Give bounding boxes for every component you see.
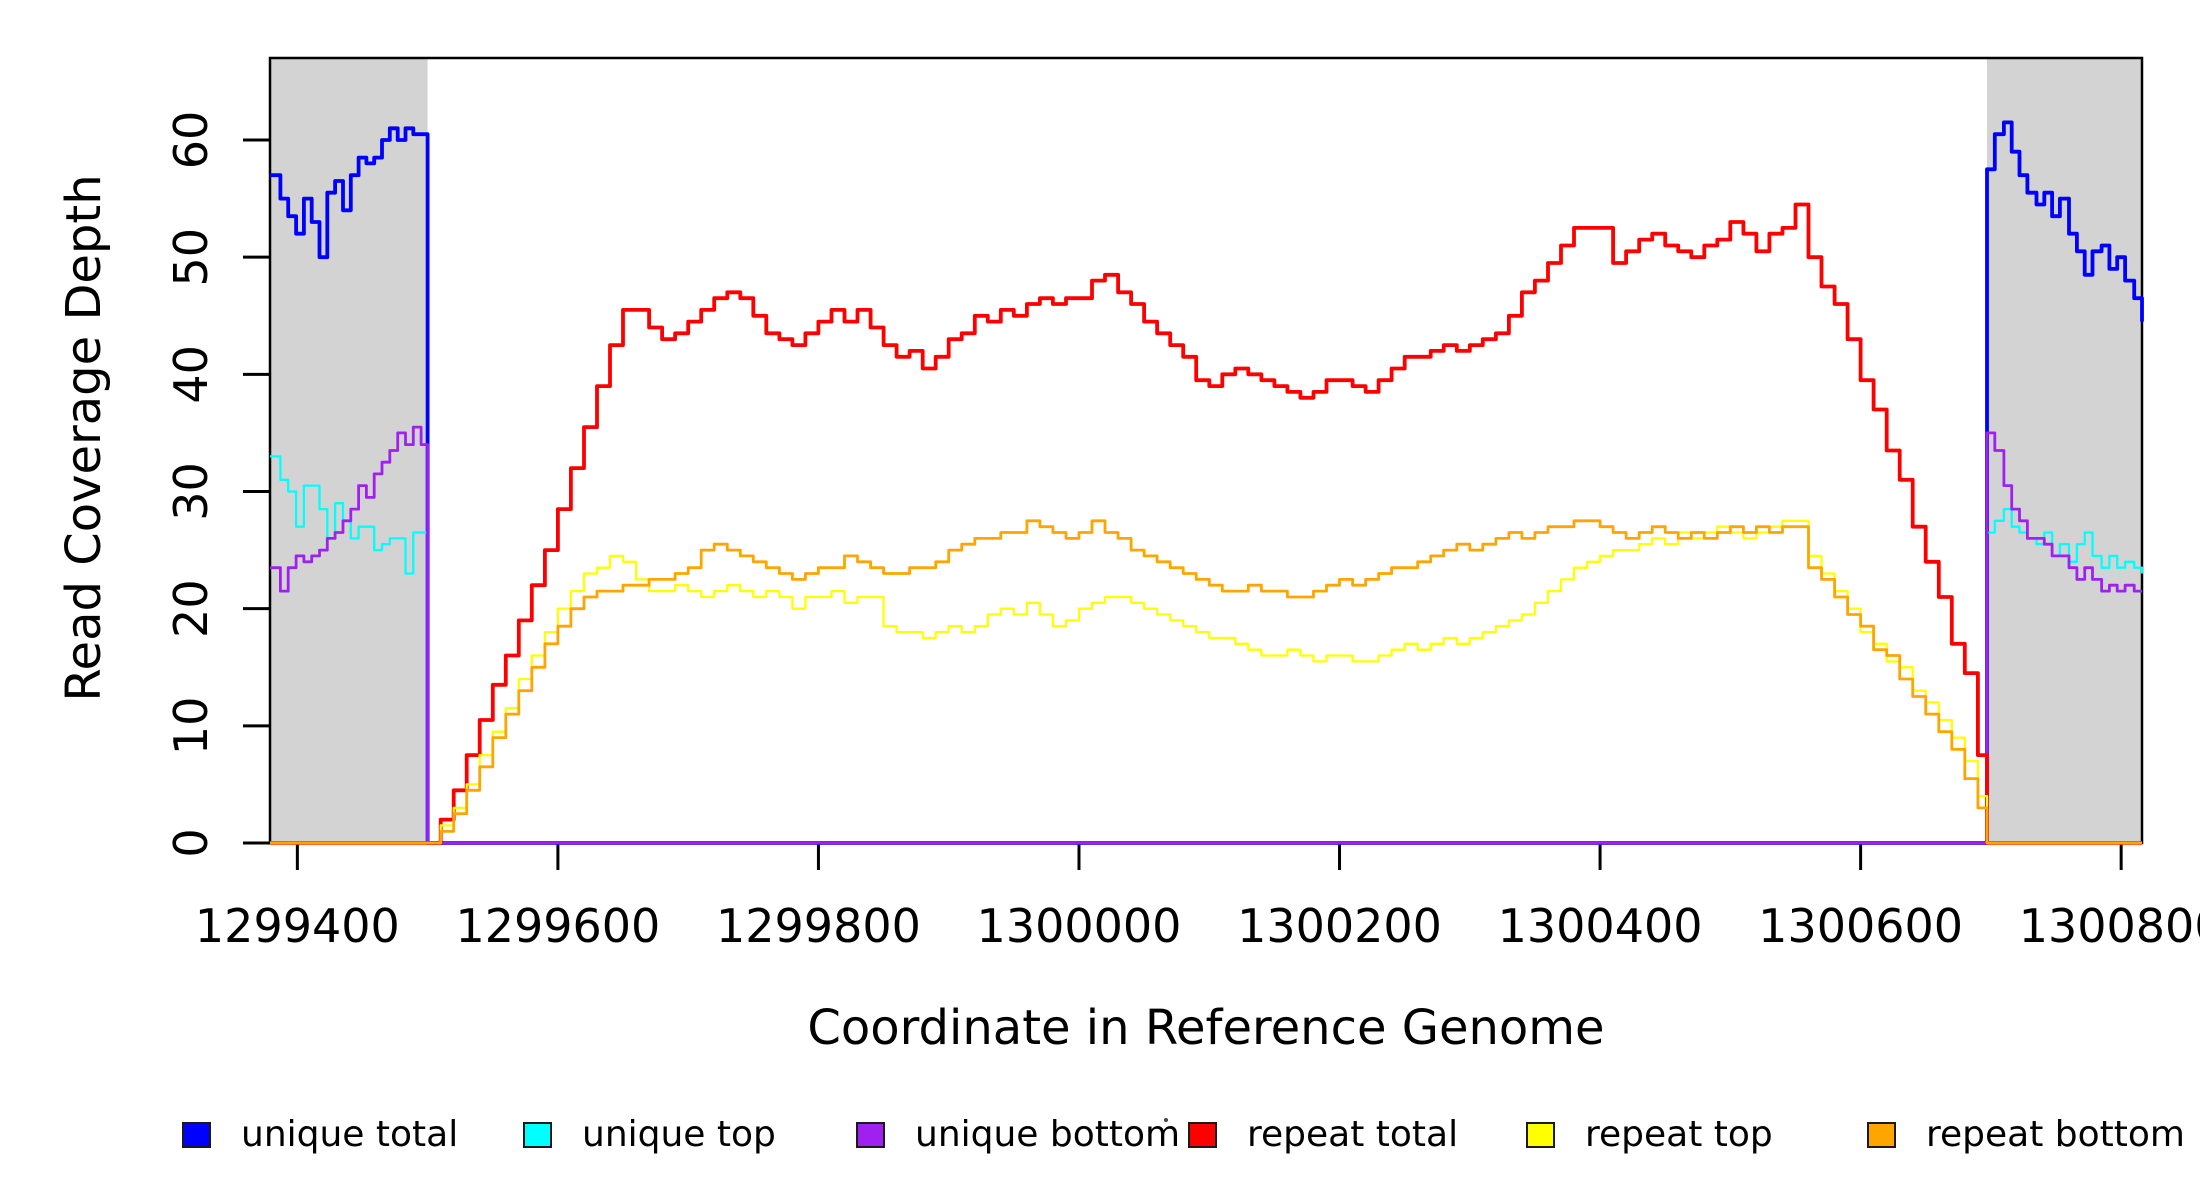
x-tick-label: 1299600 xyxy=(455,899,660,953)
y-tick-label: 40 xyxy=(164,345,218,404)
y-tick-label: 50 xyxy=(164,228,218,287)
legend-label: unique total xyxy=(241,1114,459,1155)
series-repeat-total xyxy=(270,202,2142,845)
series-repeat-top xyxy=(270,519,2142,845)
legend-swatch-unique-total xyxy=(182,1122,211,1148)
x-axis-title: Coordinate in Reference Genome xyxy=(807,1000,1605,1056)
legend-label: unique top xyxy=(582,1114,776,1155)
y-tick-label: 10 xyxy=(164,697,218,756)
legend-item-repeat-total: repeat total xyxy=(1188,1108,1458,1162)
x-tick-label: 1299400 xyxy=(195,899,400,953)
x-tick-label: 1300600 xyxy=(1758,899,1963,953)
legend-item-unique-total: unique total xyxy=(182,1108,458,1162)
legend-item-unique-bottom: unique bottom xyxy=(856,1108,1180,1162)
legend-swatch-repeat-bottom xyxy=(1867,1122,1896,1148)
x-tick-label: 1300000 xyxy=(977,899,1182,953)
legend-swatch-unique-bottom xyxy=(856,1122,885,1148)
legend-item-unique-top: unique top xyxy=(523,1108,776,1162)
series-repeat-bottom xyxy=(270,519,2142,845)
shaded-region-right-flank xyxy=(1986,58,2142,843)
legend-swatch-repeat-top xyxy=(1526,1122,1555,1148)
legend-label: unique bottom xyxy=(915,1114,1181,1155)
legend-label: repeat top xyxy=(1585,1114,1773,1155)
legend-item-repeat-bottom: repeat bottom xyxy=(1867,1108,2185,1162)
y-tick-label: 0 xyxy=(164,828,218,857)
plot-box xyxy=(268,56,2144,845)
legend-swatch-unique-top xyxy=(523,1122,552,1148)
y-tick-label: 30 xyxy=(164,462,218,521)
x-tick-label: 1300200 xyxy=(1237,899,1442,953)
legend: unique total unique top unique bottom re… xyxy=(0,1108,2200,1168)
legend-swatch-repeat-total xyxy=(1188,1122,1217,1148)
x-tick-label: 1300400 xyxy=(1498,899,1703,953)
x-tick-label: 1299800 xyxy=(716,899,921,953)
shaded-region-left-flank xyxy=(270,58,428,843)
y-tick-label: 60 xyxy=(164,111,218,170)
legend-label: repeat bottom xyxy=(1926,1114,2185,1155)
stray-dot-artifact xyxy=(1164,1118,1168,1122)
series-unique-total xyxy=(270,120,2144,845)
y-axis-title: Read Coverage Depth xyxy=(56,174,112,702)
series-unique-top xyxy=(270,455,2144,845)
y-tick-label: 20 xyxy=(164,579,218,638)
series-unique-bottom xyxy=(270,425,2142,845)
legend-label: repeat total xyxy=(1247,1114,1459,1155)
legend-item-repeat-top: repeat top xyxy=(1526,1108,1773,1162)
